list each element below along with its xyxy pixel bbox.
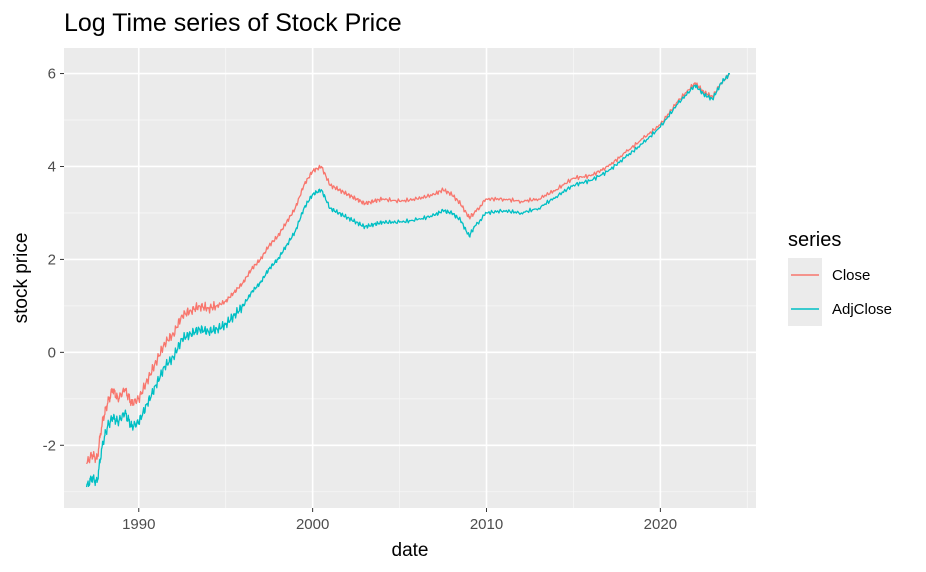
legend-label: Close (832, 267, 870, 284)
series-line-adjclose (85, 72, 731, 488)
x-tick-label: 2010 (470, 516, 503, 533)
y-tick-label: 4 (48, 158, 56, 175)
legend-label: AdjClose (832, 301, 892, 318)
y-axis-title: stock price (11, 233, 32, 324)
x-axis-ticks: 1990 2000 2010 2020 (122, 508, 677, 533)
y-tick-label: 6 (48, 66, 56, 83)
y-tick-label: 0 (48, 344, 56, 361)
legend: series Close AdjClose (788, 229, 892, 326)
plot-panel (64, 48, 756, 508)
x-axis-title: date (392, 540, 429, 561)
legend-title: series (788, 229, 841, 251)
y-tick-label: -2 (43, 437, 56, 454)
y-tick-label: 2 (48, 251, 56, 268)
x-tick-label: 1990 (122, 516, 155, 533)
series-lines (85, 72, 731, 488)
x-tick-label: 2000 (296, 516, 329, 533)
chart-title: Log Time series of Stock Price (64, 9, 402, 37)
major-gridlines (64, 48, 756, 508)
minor-gridlines (64, 48, 756, 508)
y-axis-ticks: -2 0 2 4 6 (43, 66, 64, 454)
x-tick-label: 2020 (644, 516, 677, 533)
series-line-close (86, 72, 731, 465)
